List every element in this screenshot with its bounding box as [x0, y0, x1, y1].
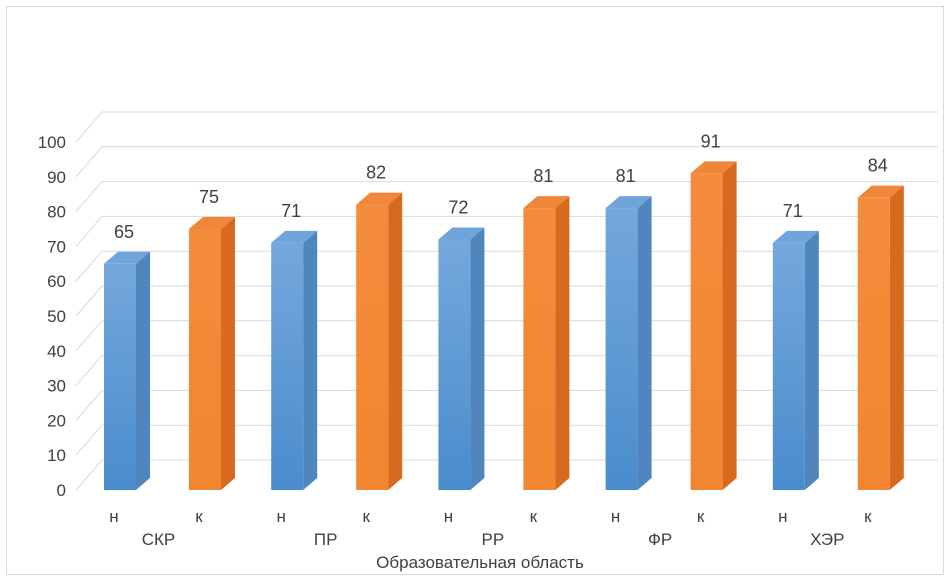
data-label: 72 — [448, 197, 468, 217]
data-labels: 65 71 72 81 71 75 82 81 91 84 — [114, 131, 888, 241]
bar-side — [804, 230, 819, 491]
bar-front — [271, 242, 304, 490]
gridline — [75, 355, 938, 386]
bar — [857, 185, 904, 490]
y-tick-label: 60 — [47, 272, 66, 291]
bar-side — [889, 185, 904, 490]
data-label: 91 — [701, 131, 721, 151]
x-axis-categories: н н н н н к к к к к СКР ПР РР ФР ХЭР — [109, 507, 872, 549]
data-label: 71 — [783, 201, 803, 221]
y-tick-label: 90 — [47, 168, 66, 187]
bar-side — [221, 217, 235, 490]
x-subcategory-label: к — [864, 507, 872, 526]
y-axis-ticks: 0 10 20 30 40 50 60 70 80 90 100 — [38, 133, 66, 500]
gridline — [75, 215, 938, 247]
data-label: 81 — [616, 166, 636, 186]
bar-top — [189, 217, 235, 229]
data-label: 75 — [199, 187, 219, 207]
bar-side — [637, 196, 652, 490]
bar-front — [605, 208, 638, 490]
bar-top — [857, 185, 904, 198]
bar — [772, 230, 819, 491]
bar-top — [271, 230, 318, 243]
x-subcategory-label: н — [109, 507, 118, 526]
x-group-label: РР — [482, 530, 505, 549]
y-tick-label: 70 — [47, 237, 66, 256]
x-subcategory-label: н — [778, 507, 787, 526]
data-label: 71 — [281, 201, 301, 221]
bar — [104, 251, 150, 490]
bar — [605, 196, 652, 490]
bar-side — [136, 251, 150, 490]
data-label: 84 — [868, 156, 888, 176]
bar-front — [772, 242, 805, 490]
gridlines — [75, 111, 938, 491]
bar — [356, 192, 403, 490]
bar-front — [857, 197, 890, 490]
bar — [271, 230, 318, 491]
bar-top — [356, 192, 403, 205]
bar-top — [605, 196, 652, 209]
bar-side — [470, 227, 485, 490]
data-label: 81 — [533, 166, 553, 186]
y-tick-label: 80 — [47, 203, 66, 222]
gridline — [75, 389, 938, 421]
data-label: 65 — [114, 222, 134, 242]
bar-front — [189, 229, 221, 490]
gridline — [75, 424, 938, 456]
y-tick-label: 50 — [47, 307, 66, 326]
gridline — [75, 146, 938, 178]
x-group-label: ФР — [648, 530, 672, 549]
bar-top — [104, 251, 150, 264]
bar — [523, 196, 570, 490]
gridline — [75, 250, 938, 282]
bar-top — [438, 227, 485, 240]
bar — [189, 217, 235, 490]
bar-side — [722, 161, 737, 490]
bar-front — [523, 208, 556, 490]
bar-top — [523, 196, 570, 209]
bar-front — [356, 204, 389, 490]
x-group-label: СКР — [142, 530, 176, 549]
gridline — [75, 320, 938, 352]
gridline — [75, 181, 938, 212]
bar-side — [555, 196, 570, 490]
x-subcategory-label: н — [611, 507, 620, 526]
y-tick-label: 0 — [57, 481, 66, 500]
bar-front — [690, 173, 723, 490]
bar-side — [388, 192, 403, 490]
bar — [690, 161, 737, 490]
y-tick-label: 20 — [47, 411, 66, 430]
x-subcategory-label: к — [362, 507, 370, 526]
x-subcategory-label: к — [530, 507, 538, 526]
bar-top — [690, 161, 737, 174]
gridline — [75, 459, 938, 491]
x-subcategory-label: к — [697, 507, 705, 526]
bar-top — [772, 230, 819, 243]
x-subcategory-label: к — [195, 507, 203, 526]
bar — [438, 227, 485, 490]
x-subcategory-label: н — [277, 507, 286, 526]
bar-front — [438, 239, 471, 490]
data-label: 82 — [366, 163, 386, 183]
bars — [104, 161, 904, 491]
bar-side — [303, 230, 318, 491]
gridline — [75, 111, 938, 143]
y-tick-label: 100 — [38, 133, 66, 152]
x-axis-title: Образовательная область — [376, 553, 584, 572]
y-tick-label: 10 — [47, 446, 66, 465]
gridline — [75, 285, 938, 317]
y-tick-label: 30 — [47, 377, 66, 396]
x-subcategory-label: н — [444, 507, 453, 526]
x-group-label: ХЭР — [810, 530, 844, 549]
bar-front — [104, 263, 136, 490]
y-tick-label: 40 — [47, 342, 66, 361]
x-group-label: ПР — [314, 530, 338, 549]
